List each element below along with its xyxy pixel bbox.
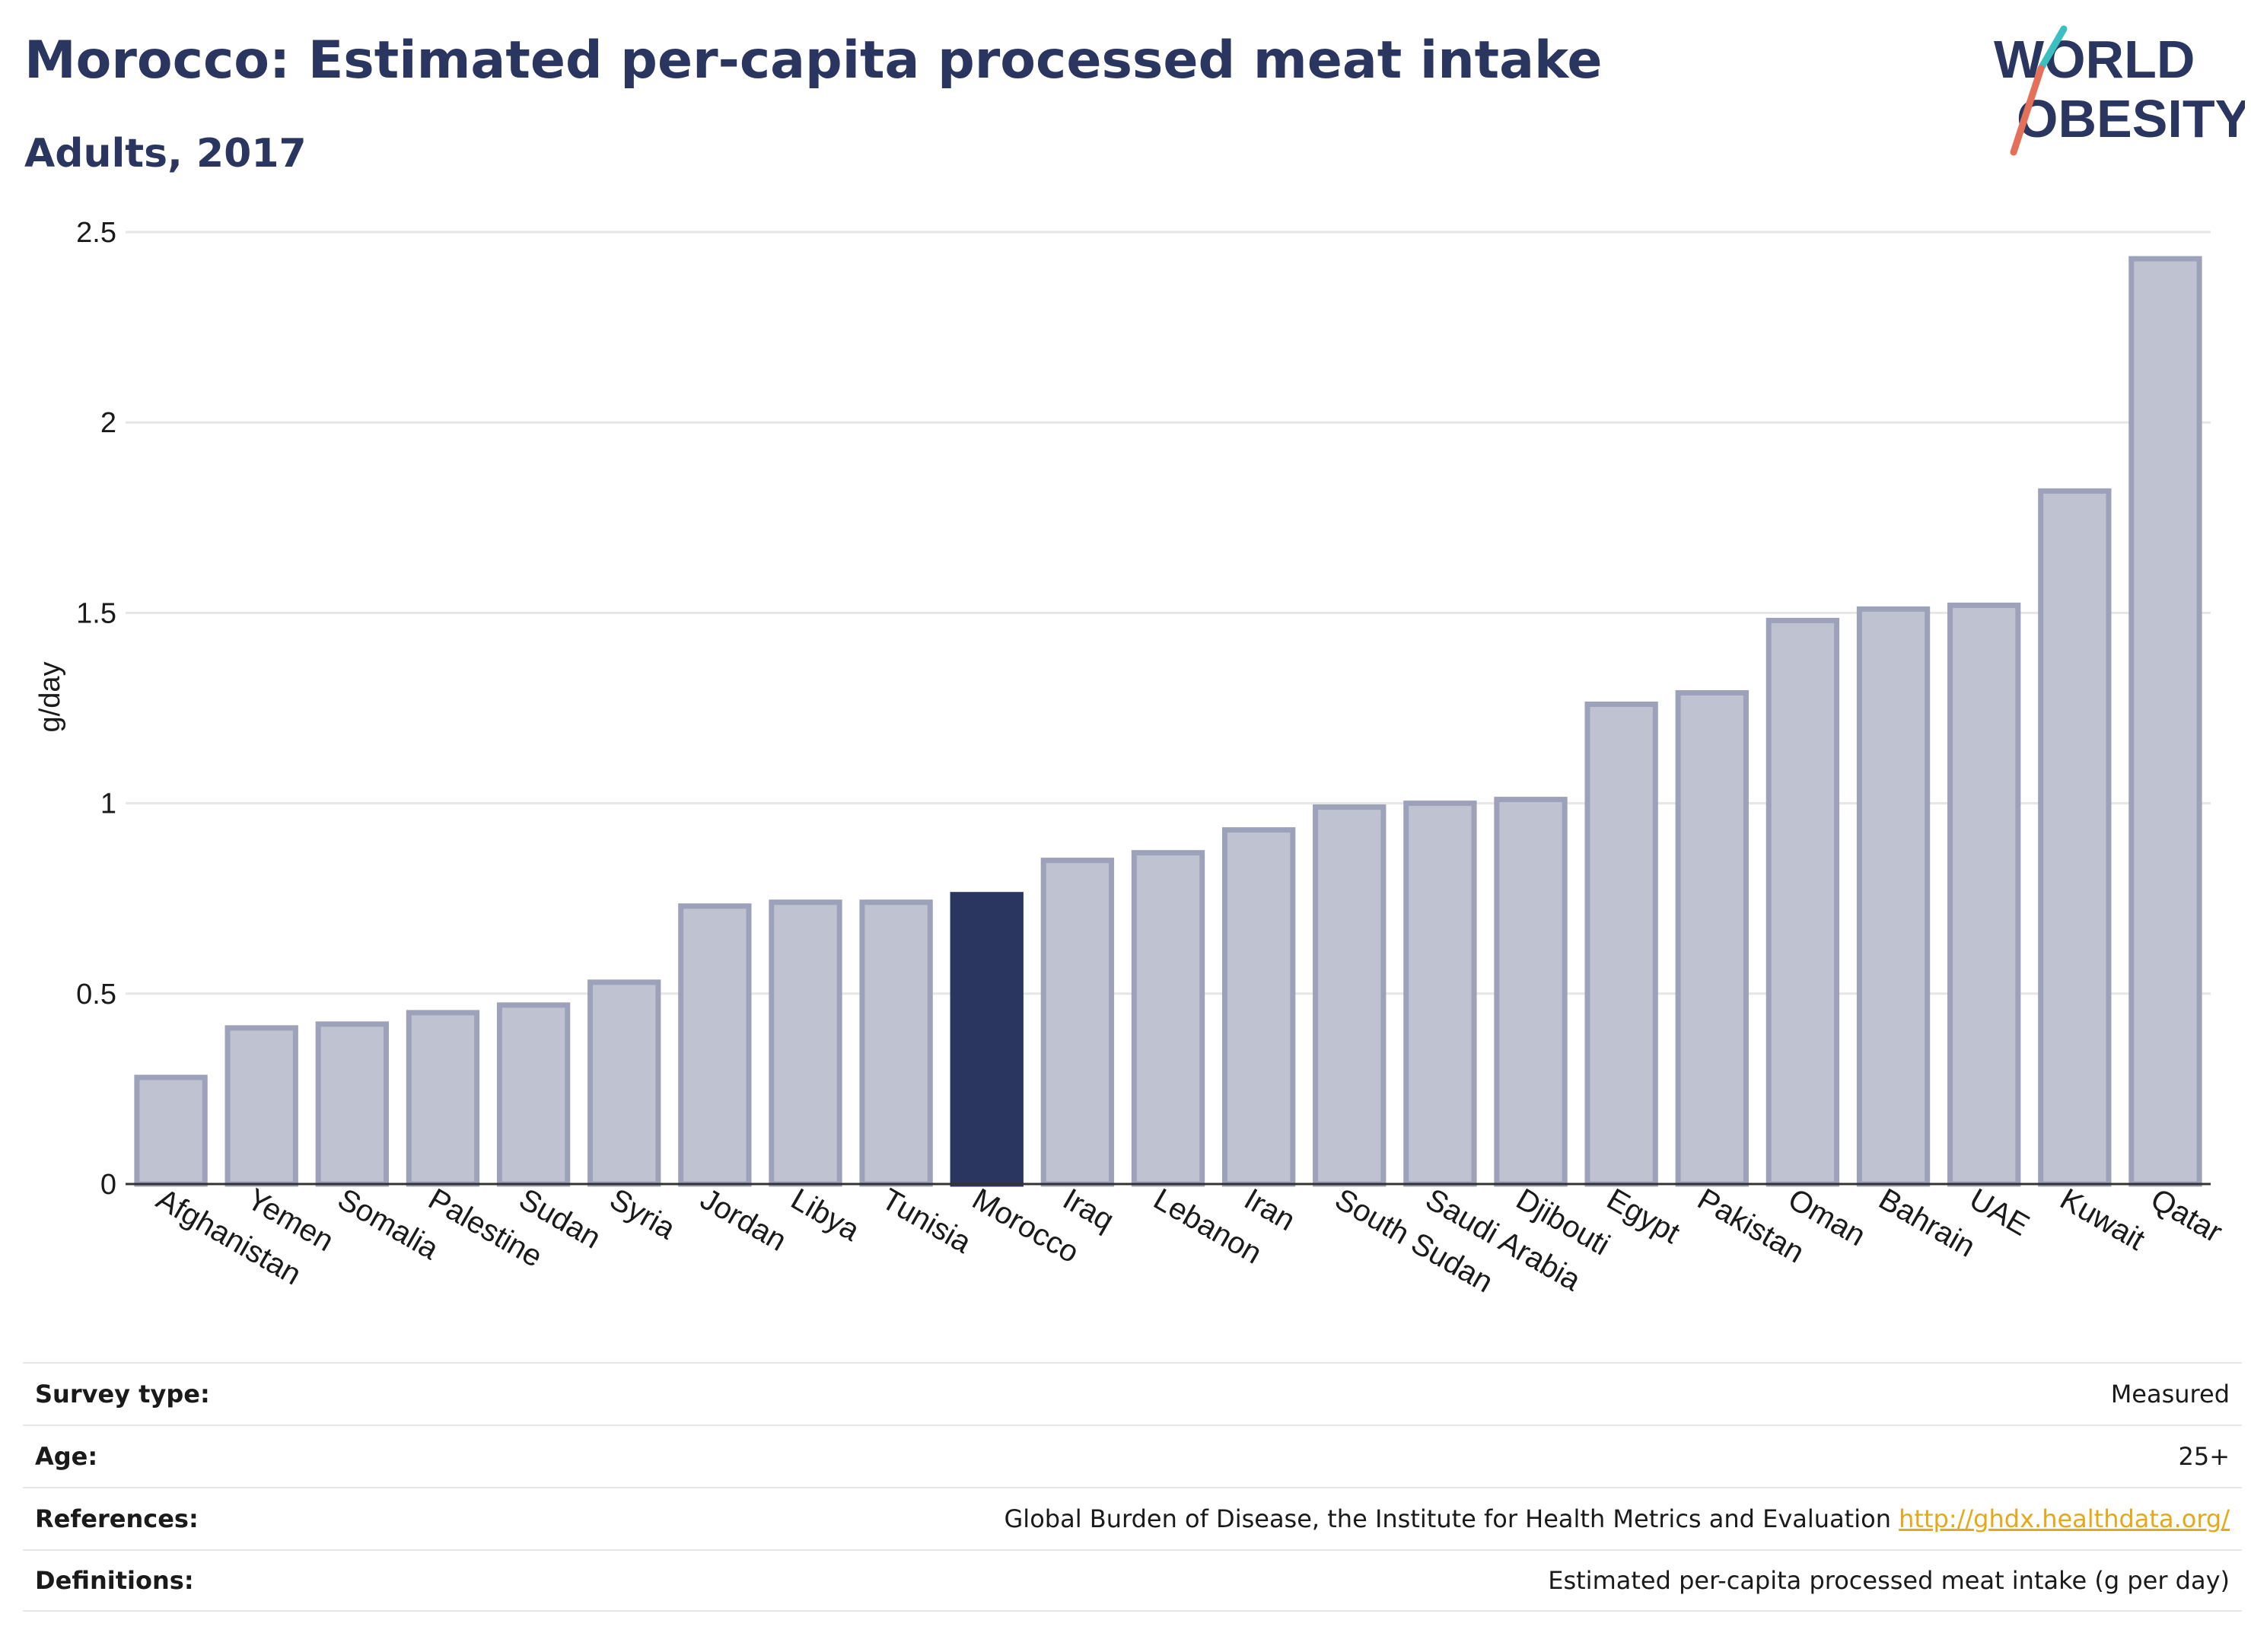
references-link[interactable]: http://ghdx.healthdata.org/ [1899,1504,2230,1533]
x-tick-label: Egypt [1601,1183,1686,1250]
x-tick-label: Kuwait [2055,1183,2151,1257]
bar-somalia [315,1021,389,1187]
info-table: Survey type: Measured Age: 25+ Reference… [23,1362,2242,1612]
y-tick-label: 1 [100,788,116,820]
bar-iraq [1040,858,1115,1187]
x-tick-label: Iran [1239,1183,1301,1238]
bar-oman [1765,617,1840,1187]
y-tick-label: 2.5 [76,217,116,249]
bar-kuwait [2038,488,2112,1187]
bar-pakistan [1675,689,1749,1187]
x-tick-labels: AfghanistanYemenSomaliaPalestineSudanSyr… [151,1183,2228,1300]
info-label: Survey type: [35,1380,210,1408]
bar-egypt [1584,701,1658,1187]
y-tick-label: 2 [100,407,116,439]
bar-bahrain [1856,606,1931,1187]
y-tick-label: 0 [100,1169,116,1201]
bar-chart: 0 0.5 1 1.5 2 2.5 AfghanistanYemenSomaliaPale… [34,217,2228,1300]
bar-djibouti [1494,797,1568,1187]
svg-text:WORLD: WORLD [1994,30,2195,89]
svg-text:OBESITY: OBESITY [2017,89,2245,148]
x-tick-label: Jordan [695,1183,792,1258]
bar-morocco [950,892,1024,1187]
bar-south-sudan [1313,804,1387,1187]
y-tick-labels: 0 0.5 1 1.5 2 2.5 [76,217,116,1201]
x-tick-label: Qatar [2145,1183,2228,1249]
bar-saudi-arabia [1403,801,1477,1187]
bar-lebanon [1131,850,1205,1187]
bar-libya [769,899,842,1187]
info-label: Age: [35,1442,98,1471]
bar-yemen [224,1025,298,1187]
bar-tunisia [859,899,933,1187]
info-row-survey-type: Survey type: Measured [23,1362,2242,1424]
info-value: Global Burden of Disease, the Institute … [1005,1504,2230,1533]
bars [134,256,2202,1187]
info-label: Definitions: [35,1566,194,1595]
chart-subtitle: Adults, 2017 [24,131,307,177]
x-tick-label: Tunisia [876,1183,977,1260]
bar-palestine [406,1010,480,1187]
bar-afghanistan [134,1074,208,1187]
info-value: Estimated per-capita processed meat inta… [1548,1566,2230,1595]
bar-syria [587,979,661,1187]
references-text: Global Burden of Disease, the Institute … [1004,1504,1891,1533]
y-axis-label: g/day [34,662,66,733]
x-tick-label: Bahrain [1874,1183,1981,1264]
chart-title: Morocco: Estimated per-capita processed … [24,30,1603,91]
bar-iran [1221,827,1296,1187]
info-value: 25+ [2178,1442,2230,1471]
info-row-references: References: Global Burden of Disease, th… [23,1487,2242,1549]
info-label: References: [35,1504,199,1533]
info-value: Measured [2110,1380,2230,1408]
bar-uae [1947,602,2021,1187]
x-tick-label: Syria [604,1183,682,1246]
x-tick-label: Somalia [332,1183,444,1267]
x-tick-label: Iraq [1057,1183,1119,1238]
bar-jordan [678,903,752,1187]
info-row-age: Age: 25+ [23,1424,2242,1487]
y-tick-label: 0.5 [76,979,116,1011]
bar-qatar [2128,256,2202,1187]
x-tick-label: Libya [785,1183,865,1248]
y-tick-label: 1.5 [76,597,116,629]
world-obesity-logo: WORLD OBESITY [1994,25,2245,156]
info-row-definitions: Definitions: Estimated per-capita proces… [23,1549,2242,1612]
bar-sudan [496,1002,571,1187]
